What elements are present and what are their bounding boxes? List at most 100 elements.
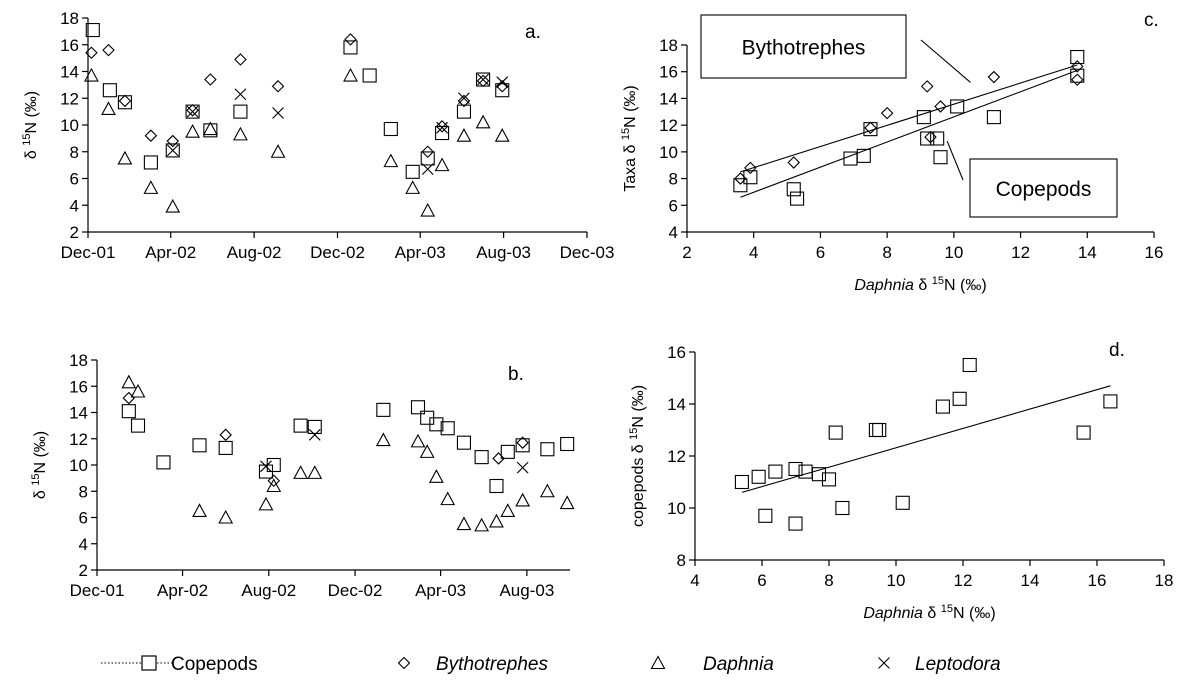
data-point-copepods — [429, 417, 444, 432]
y-tick-label: 4 — [70, 196, 79, 215]
y-axis-label: δ 15N (‰) — [30, 431, 49, 499]
data-point-bythotrephes — [880, 106, 894, 120]
y-tick-label: 6 — [79, 509, 88, 528]
data-point-daphnia — [266, 478, 282, 493]
data-point-daphnia — [410, 433, 426, 448]
series-leptodora — [260, 428, 529, 474]
data-point-copepods — [768, 464, 783, 479]
series-bythotrephes — [85, 33, 509, 159]
y-tick-label: 8 — [79, 482, 88, 501]
data-point-daphnia — [83, 67, 99, 82]
data-point-bythotrephes — [344, 33, 357, 46]
data-point-copepods — [456, 104, 472, 119]
data-point-daphnia — [307, 465, 323, 479]
trendline-copepods — [741, 385, 1111, 493]
data-point-daphnia — [218, 509, 234, 524]
data-point-daphnia — [456, 516, 472, 531]
data-point-copepods — [1070, 49, 1085, 65]
data-point-daphnia — [494, 128, 510, 142]
y-tick-label: 6 — [70, 170, 79, 189]
data-point-daphnia — [405, 180, 421, 194]
data-point-copepods — [456, 435, 471, 450]
data-point-copepods — [962, 357, 977, 373]
y-tick-label: 10 — [659, 143, 678, 162]
data-point-leptodora — [186, 105, 199, 118]
legend-item-leptodora: Leptodora — [878, 654, 1001, 675]
legend-label: Leptodora — [915, 654, 1001, 675]
x-tick-label: 14 — [1078, 243, 1097, 262]
data-point-copepods — [895, 495, 910, 510]
data-point-copepods — [751, 469, 766, 484]
data-point-copepods — [872, 422, 887, 438]
data-point-daphnia — [419, 444, 435, 458]
data-point-daphnia — [270, 144, 286, 158]
data-point-copepods — [1076, 425, 1091, 440]
data-point-daphnia — [117, 150, 133, 165]
data-point-leptodora — [166, 144, 179, 157]
legend-label: Bythotrephes — [436, 654, 548, 675]
data-point-copepods — [540, 442, 555, 457]
data-point-copepods — [420, 151, 435, 166]
legend-marker-triangle — [650, 655, 666, 670]
data-point-daphnia — [474, 517, 490, 532]
series-daphnia — [83, 67, 510, 217]
data-point-copepods — [383, 121, 398, 137]
data-point-bythotrephes — [987, 70, 1001, 84]
data-point-daphnia — [130, 383, 146, 398]
panel-label: b. — [508, 364, 524, 385]
x-axis-label: Daphnia δ 15N (‰) — [863, 603, 995, 622]
data-point-daphnia — [343, 67, 358, 82]
x-tick-label: Dec-02 — [310, 243, 365, 262]
data-point-copepods — [156, 455, 171, 470]
data-point-copepods — [788, 516, 803, 531]
data-point-copepods — [835, 500, 850, 516]
data-point-bythotrephes — [102, 43, 115, 57]
data-point-bythotrephes — [476, 74, 490, 88]
panel-a-chart: 2 4 6 8 10 12 14 16 18 Dec-01 Apr-02 Aug-02 Dec-02 Ap… — [21, 9, 614, 262]
data-point-copepods — [950, 99, 965, 114]
data-point-daphnia — [489, 513, 504, 528]
data-point-leptodora — [436, 121, 448, 134]
data-point-bythotrephes — [421, 145, 435, 159]
y-tick-label: 10 — [667, 499, 686, 518]
y-tick-label: 16 — [667, 343, 686, 362]
data-point-daphnia — [456, 128, 472, 142]
panel-b-chart: 2 4 6 8 10 12 14 16 18 Dec-01 Apr-02 Aug-02 Dec-02 Ap… — [30, 351, 575, 600]
data-point-leptodora — [308, 428, 321, 441]
data-point-leptodora — [234, 88, 247, 101]
data-point-copepods — [495, 83, 510, 98]
legend-item-daphnia: Daphnia — [650, 654, 774, 675]
data-point-copepods — [733, 178, 748, 193]
data-point-bythotrephes — [234, 53, 247, 66]
data-point-copepods — [734, 474, 749, 490]
x-tick-label: 8 — [824, 571, 833, 590]
data-point-copepods — [203, 123, 218, 138]
y-tick-label: 12 — [667, 447, 686, 466]
data-point-copepods — [85, 22, 100, 38]
data-point-daphnia — [539, 483, 555, 498]
data-point-daphnia — [420, 202, 436, 217]
y-tick-label: 16 — [69, 377, 88, 396]
data-point-daphnia — [475, 114, 491, 129]
callout-copepods: Copepods — [946, 140, 1118, 218]
x-tick-label: Aug-03 — [476, 243, 531, 262]
data-point-copepods — [811, 467, 827, 482]
legend-item-copepods: Copepods — [101, 654, 258, 675]
data-point-bythotrephes — [864, 121, 877, 135]
y-tick-label: 12 — [60, 89, 79, 108]
y-tick-label: 4 — [79, 535, 88, 554]
x-axis-label: Daphnia δ 15N (‰) — [854, 275, 986, 294]
y-tick-label: 16 — [60, 36, 79, 55]
legend-marker-cross — [878, 657, 890, 669]
callout-text: Copepods — [996, 178, 1092, 201]
data-point-daphnia — [258, 496, 274, 511]
data-point-copepods — [143, 155, 158, 170]
data-point-copepods — [798, 464, 813, 479]
callout-box — [700, 14, 907, 79]
legend-marker-diamond — [397, 656, 411, 670]
data-point-copepods — [920, 131, 935, 146]
x-tick-label: 2 — [682, 243, 691, 262]
y-tick-label: 2 — [70, 223, 79, 242]
y-tick-label: 14 — [69, 404, 88, 423]
